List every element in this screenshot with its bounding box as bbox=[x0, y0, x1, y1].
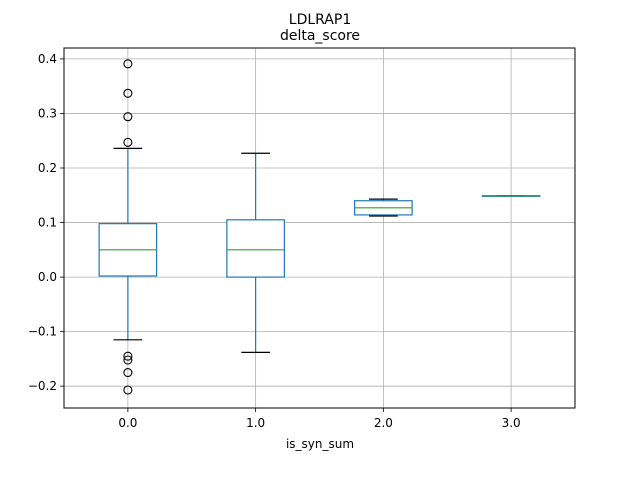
x-axis: 0.0 1.0 2.0 3.0 bbox=[118, 408, 521, 430]
outlier-point bbox=[123, 112, 133, 122]
outlier-point bbox=[123, 355, 133, 365]
chart-title: delta_score bbox=[280, 28, 360, 44]
x-axis-label: is_syn_sum bbox=[286, 437, 354, 451]
chart-suptitle: LDLRAP1 bbox=[289, 12, 351, 28]
y-tick-label: 0.0 bbox=[38, 270, 57, 284]
outlier-point bbox=[123, 88, 133, 98]
x-tick-label: 2.0 bbox=[374, 416, 393, 430]
outlier-point bbox=[123, 59, 133, 69]
plot-frame bbox=[63, 47, 576, 409]
y-tick-label: 0.4 bbox=[38, 52, 57, 66]
box-group-1.0 bbox=[226, 152, 285, 353]
x-tick-label: 0.0 bbox=[118, 416, 137, 430]
y-tick-label: −0.2 bbox=[28, 379, 57, 393]
outlier-point bbox=[123, 137, 133, 147]
iqr-box bbox=[226, 219, 285, 278]
x-tick-label: 1.0 bbox=[246, 416, 265, 430]
y-axis: −0.2 −0.1 0.0 0.1 0.2 0.3 0.4 bbox=[28, 52, 64, 393]
x-tick-label: 3.0 bbox=[502, 416, 521, 430]
grid-lines bbox=[64, 48, 575, 408]
box-series bbox=[98, 59, 541, 395]
outlier-point bbox=[123, 385, 133, 395]
outlier-point bbox=[123, 367, 133, 378]
box-group-2.0 bbox=[354, 198, 413, 217]
box-group-0.0 bbox=[98, 59, 158, 395]
y-tick-label: 0.3 bbox=[38, 106, 57, 120]
box-group-3.0 bbox=[481, 195, 541, 197]
outlier-point bbox=[123, 351, 133, 361]
y-tick-label: −0.1 bbox=[28, 325, 57, 339]
y-tick-label: 0.2 bbox=[38, 161, 57, 175]
y-tick-label: 0.1 bbox=[38, 216, 57, 230]
